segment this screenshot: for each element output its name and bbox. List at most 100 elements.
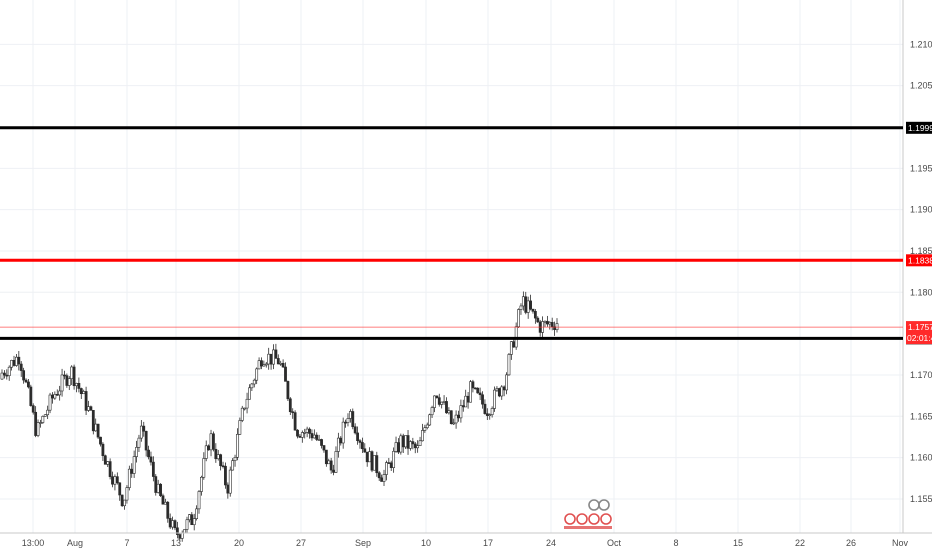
candle-body[interactable] (47, 410, 49, 415)
candle-body[interactable] (224, 466, 226, 485)
candle-body[interactable] (68, 379, 70, 386)
candle-body[interactable] (448, 411, 450, 413)
candle-body[interactable] (503, 387, 505, 390)
candle-body[interactable] (87, 407, 89, 411)
candle-body[interactable] (169, 518, 171, 527)
candle-body[interactable] (385, 463, 387, 475)
candle-body[interactable] (191, 515, 193, 525)
candle-body[interactable] (301, 433, 303, 438)
candle-body[interactable] (159, 484, 161, 496)
candle-body[interactable] (296, 430, 298, 436)
candle-body[interactable] (1, 373, 3, 379)
candle-body[interactable] (186, 520, 188, 530)
candle-body[interactable] (469, 382, 471, 403)
candle-body[interactable] (395, 443, 397, 452)
candle-body[interactable] (97, 424, 99, 437)
candle-body[interactable] (32, 406, 34, 413)
candle-body[interactable] (131, 469, 133, 473)
candle-body[interactable] (111, 477, 113, 485)
candle-body[interactable] (107, 462, 109, 465)
candle-body[interactable] (241, 408, 243, 420)
candle-body[interactable] (248, 388, 250, 399)
candle-body[interactable] (109, 462, 111, 477)
candle-body[interactable] (445, 401, 447, 412)
candle-body[interactable] (493, 390, 495, 408)
candle-body[interactable] (167, 502, 169, 518)
candle-body[interactable] (294, 413, 296, 431)
candle-body[interactable] (376, 456, 378, 473)
candle-body[interactable] (71, 367, 73, 379)
candle-body[interactable] (551, 322, 553, 326)
candle-body[interactable] (171, 521, 173, 527)
candle-body[interactable] (277, 358, 279, 364)
candle-body[interactable] (366, 452, 368, 462)
candle-body[interactable] (80, 388, 82, 393)
candle-body[interactable] (344, 422, 346, 423)
candle-body[interactable] (388, 463, 390, 464)
candle-body[interactable] (289, 399, 291, 412)
candle-body[interactable] (313, 435, 315, 438)
candle-body[interactable] (181, 533, 183, 538)
candle-body[interactable] (397, 443, 399, 452)
candle-body[interactable] (143, 426, 145, 431)
candle-body[interactable] (61, 375, 63, 391)
candle-body[interactable] (522, 297, 524, 306)
candle-body[interactable] (256, 369, 258, 380)
candle-body[interactable] (556, 324, 558, 330)
candle-body[interactable] (253, 380, 255, 384)
candle-body[interactable] (498, 388, 500, 396)
candle-body[interactable] (491, 408, 493, 414)
candle-body[interactable] (486, 414, 488, 416)
candle-body[interactable] (75, 383, 77, 385)
candle-body[interactable] (275, 350, 277, 359)
candle-body[interactable] (342, 422, 344, 443)
candle-body[interactable] (364, 449, 366, 452)
candle-body[interactable] (198, 492, 200, 509)
candle-body[interactable] (462, 406, 464, 407)
candle-body[interactable] (489, 415, 491, 416)
candle-body[interactable] (30, 387, 32, 406)
candle-body[interactable] (140, 426, 142, 438)
candle-body[interactable] (455, 415, 457, 423)
candle-body[interactable] (126, 488, 128, 500)
candle-body[interactable] (306, 429, 308, 432)
candle-body[interactable] (232, 461, 234, 470)
candle-body[interactable] (11, 360, 13, 367)
candle-body[interactable] (200, 477, 202, 491)
candle-body[interactable] (251, 384, 253, 388)
candle-body[interactable] (436, 396, 438, 398)
candle-body[interactable] (328, 461, 330, 464)
candle-body[interactable] (268, 354, 270, 364)
candle-body[interactable] (323, 446, 325, 451)
candle-body[interactable] (73, 367, 75, 386)
candle-body[interactable] (174, 521, 176, 528)
candle-body[interactable] (49, 395, 51, 410)
candle-body[interactable] (280, 363, 282, 364)
candle-body[interactable] (272, 350, 274, 364)
candle-body[interactable] (414, 444, 416, 448)
candle-body[interactable] (325, 450, 327, 464)
candle-body[interactable] (203, 458, 205, 477)
candle-body[interactable] (368, 452, 370, 462)
candle-body[interactable] (205, 446, 207, 459)
candle-body[interactable] (35, 412, 37, 435)
candle-body[interactable] (390, 463, 392, 468)
candle-body[interactable] (412, 442, 414, 444)
candle-body[interactable] (59, 391, 61, 395)
candle-body[interactable] (270, 354, 272, 364)
candle-body[interactable] (534, 311, 536, 318)
candle-body[interactable] (123, 500, 125, 506)
candle-body[interactable] (335, 451, 337, 472)
candle-body[interactable] (354, 427, 356, 433)
candle-body[interactable] (222, 466, 224, 467)
candle-body[interactable] (51, 395, 53, 398)
candle-body[interactable] (479, 393, 481, 395)
candle-body[interactable] (402, 436, 404, 447)
candle-body[interactable] (284, 367, 286, 381)
candle-body[interactable] (308, 429, 310, 433)
candle-body[interactable] (332, 470, 334, 472)
candle-body[interactable] (361, 442, 363, 448)
candle-body[interactable] (513, 342, 515, 347)
candle-body[interactable] (15, 357, 17, 365)
candle-body[interactable] (373, 456, 375, 471)
